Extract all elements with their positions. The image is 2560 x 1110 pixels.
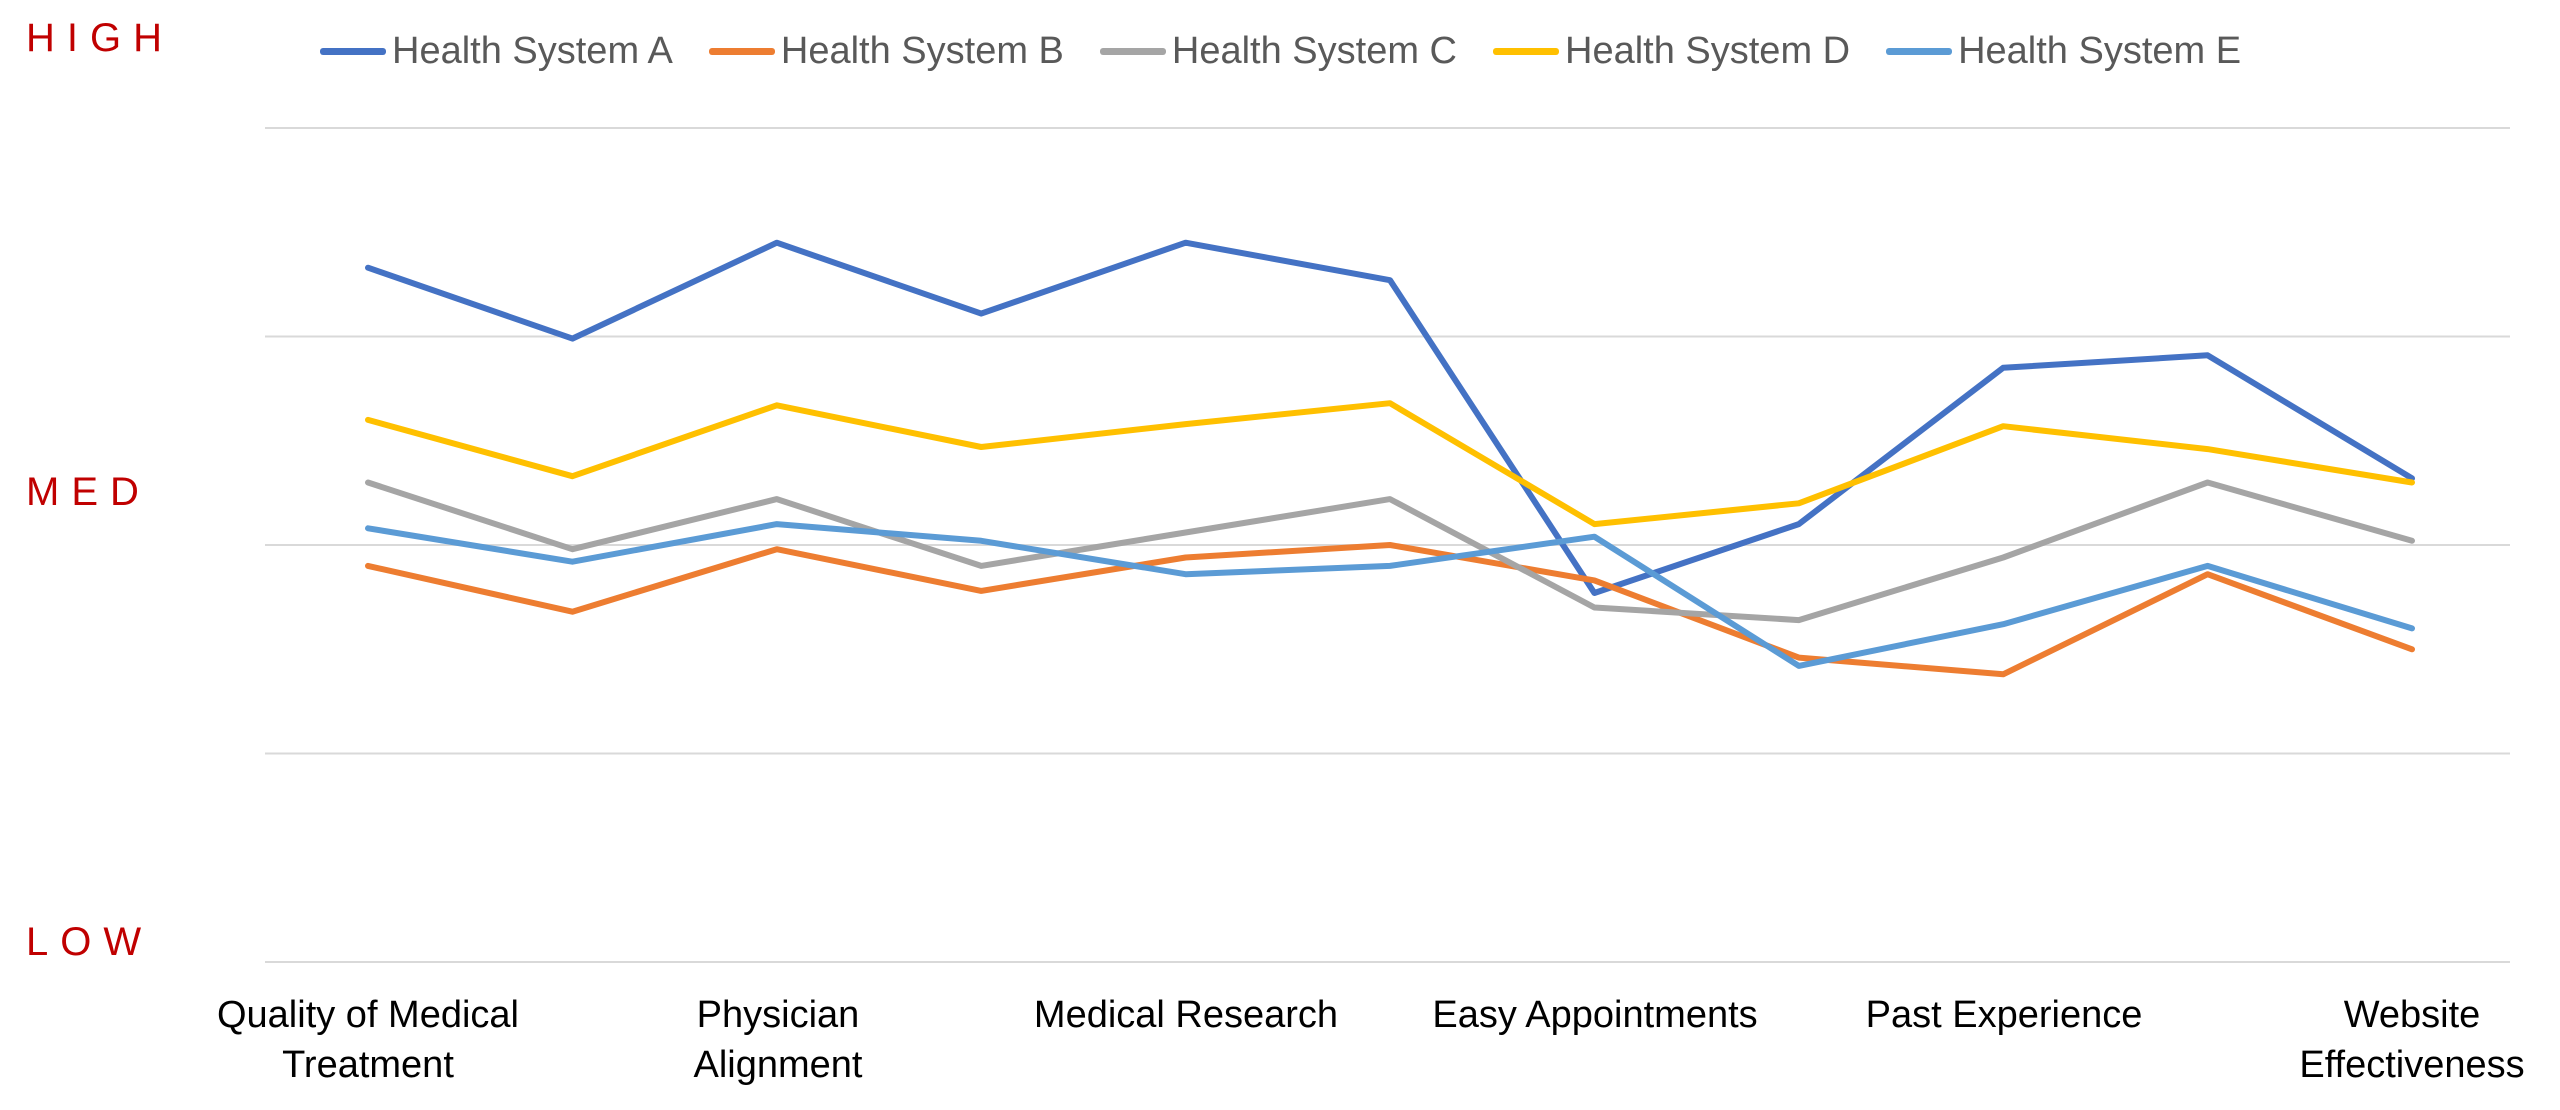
chart-legend: Health System A Health System B Health S… <box>320 30 2241 73</box>
x-tick-label-website-effectiveness: Website Effectiveness <box>2299 994 2525 1086</box>
series-line-health-system-a <box>365 239 2415 596</box>
x-tick-label-quality-of-medical-treatment: Quality of Medical Treatment <box>216 994 519 1086</box>
x-tick-label-medical-research: Medical Research <box>1033 994 1339 1036</box>
series-line-health-system-b <box>365 542 2415 678</box>
legend-item-health-system-a: Health System A <box>320 30 673 73</box>
legend-swatch-health-system-e <box>1886 48 1953 55</box>
legend-item-health-system-e: Health System E <box>1886 30 2241 73</box>
x-tick-label-physician-alignment: Physician Alignment <box>693 994 863 1086</box>
legend-item-health-system-d: Health System D <box>1493 30 1850 73</box>
series-line-health-system-e <box>365 521 2415 669</box>
legend-swatch-health-system-d <box>1493 48 1559 55</box>
legend-swatch-health-system-c <box>1099 48 1166 55</box>
legend-label-health-system-b: Health System B <box>780 30 1064 72</box>
x-tick-label-easy-appointments: Easy Appointments <box>1432 994 1758 1036</box>
y-level-label-low: LOW <box>26 920 154 964</box>
legend-swatch-health-system-b <box>708 48 775 55</box>
y-level-label-high: HIGH <box>26 16 174 60</box>
legend-label-health-system-e: Health System E <box>1958 30 2242 72</box>
legend-label-health-system-a: Health System A <box>392 30 673 72</box>
legend-item-health-system-c: Health System C <box>1099 30 1457 73</box>
legend-item-health-system-b: Health System B <box>708 30 1064 73</box>
series-line-health-system-d <box>365 400 2415 528</box>
legend-label-health-system-c: Health System C <box>1171 30 1457 72</box>
y-level-label-med: MED <box>26 470 151 514</box>
x-tick-label-past-experience: Past Experience <box>1865 994 2143 1036</box>
series-line-health-system-c <box>365 479 2415 624</box>
legend-label-health-system-d: Health System D <box>1565 30 1851 72</box>
legend-swatch-health-system-a <box>320 48 386 55</box>
